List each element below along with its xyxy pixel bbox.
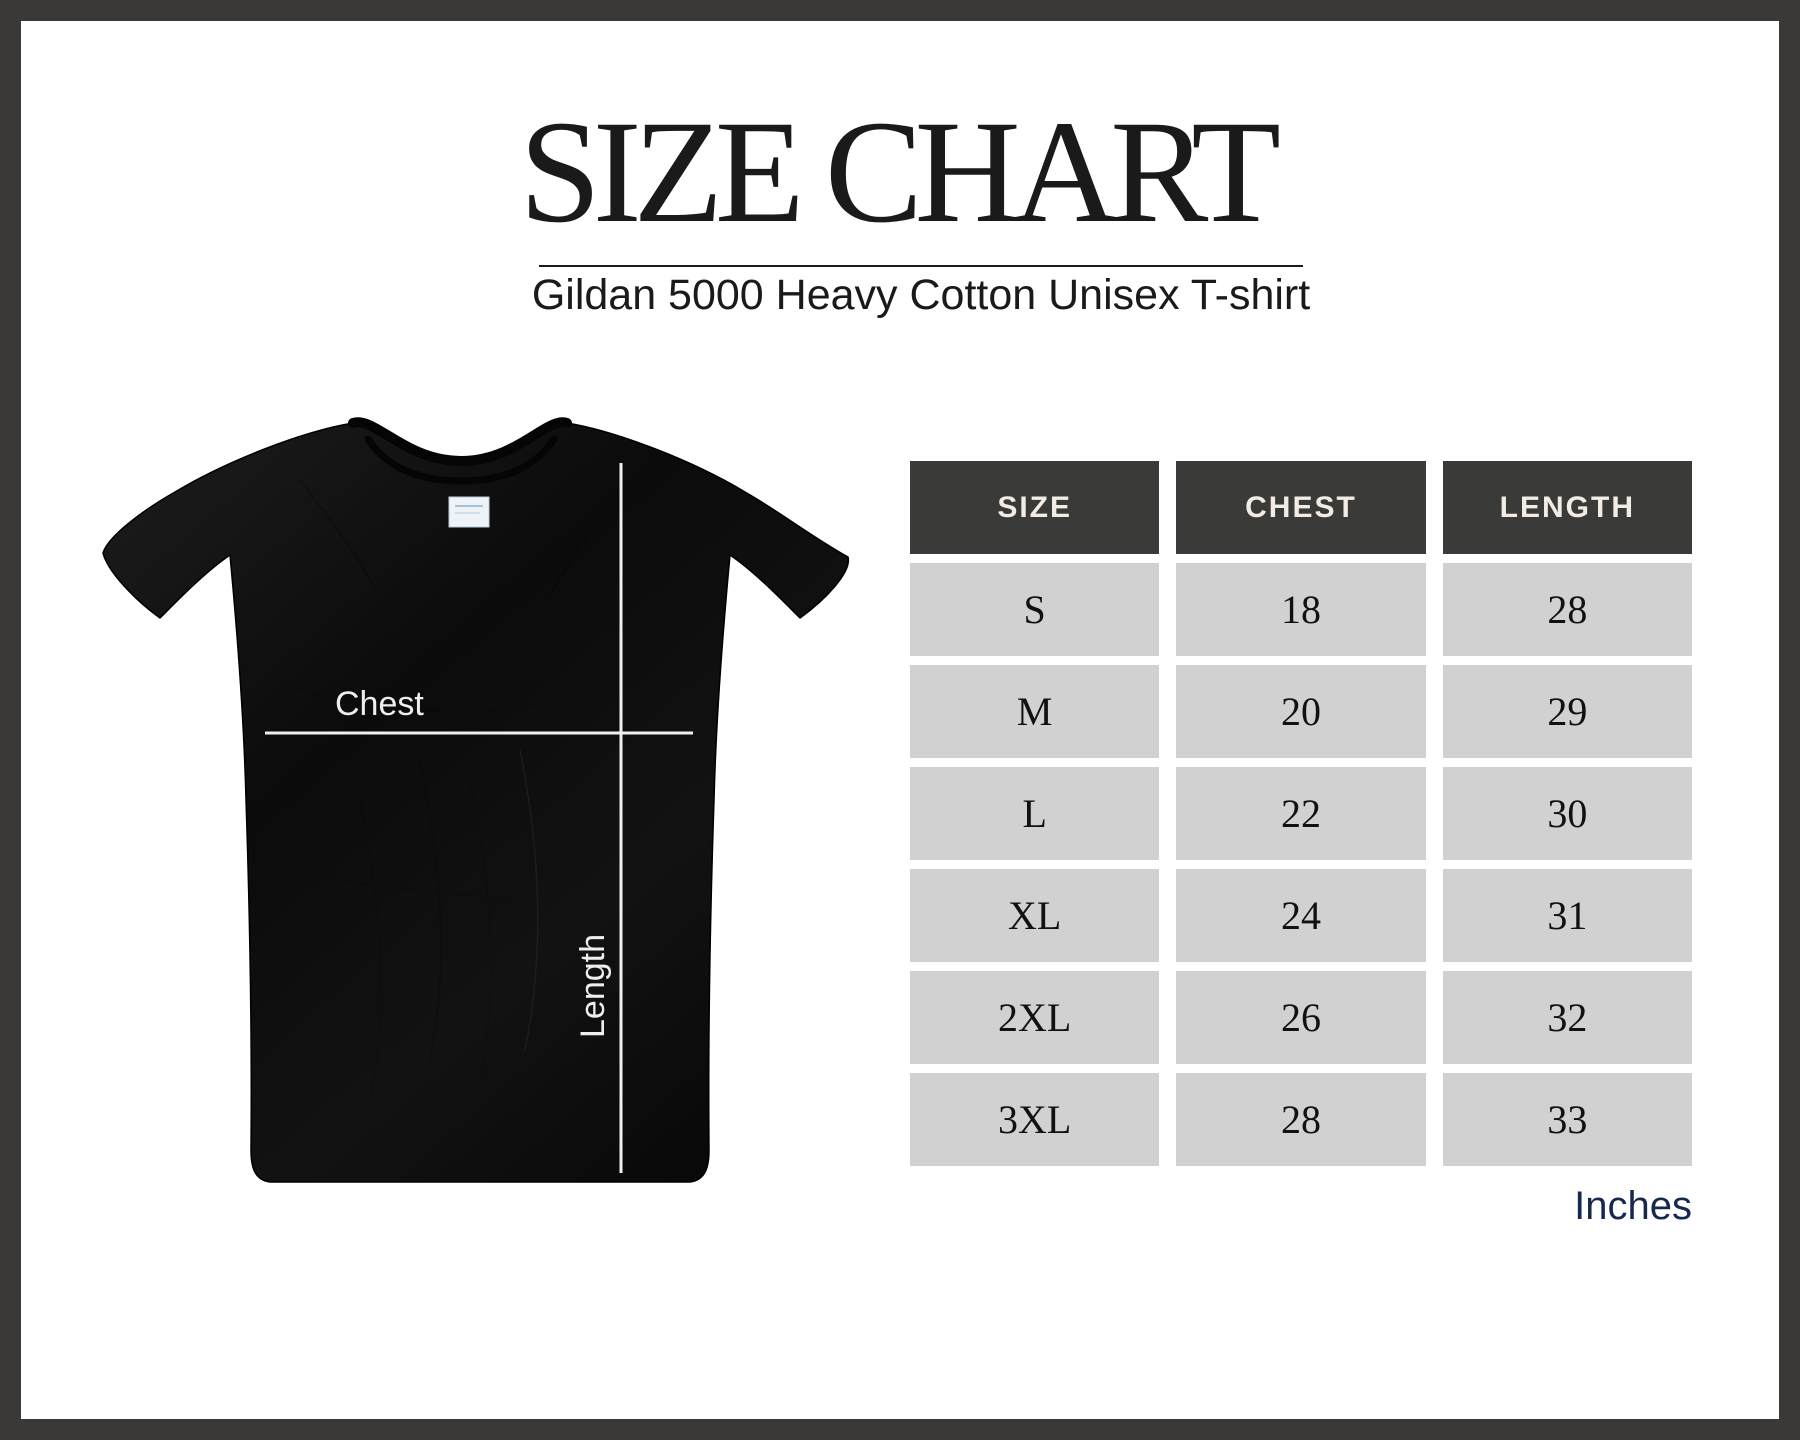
svg-text:Length: Length [574,934,612,1038]
svg-text:Chest: Chest [335,685,424,723]
